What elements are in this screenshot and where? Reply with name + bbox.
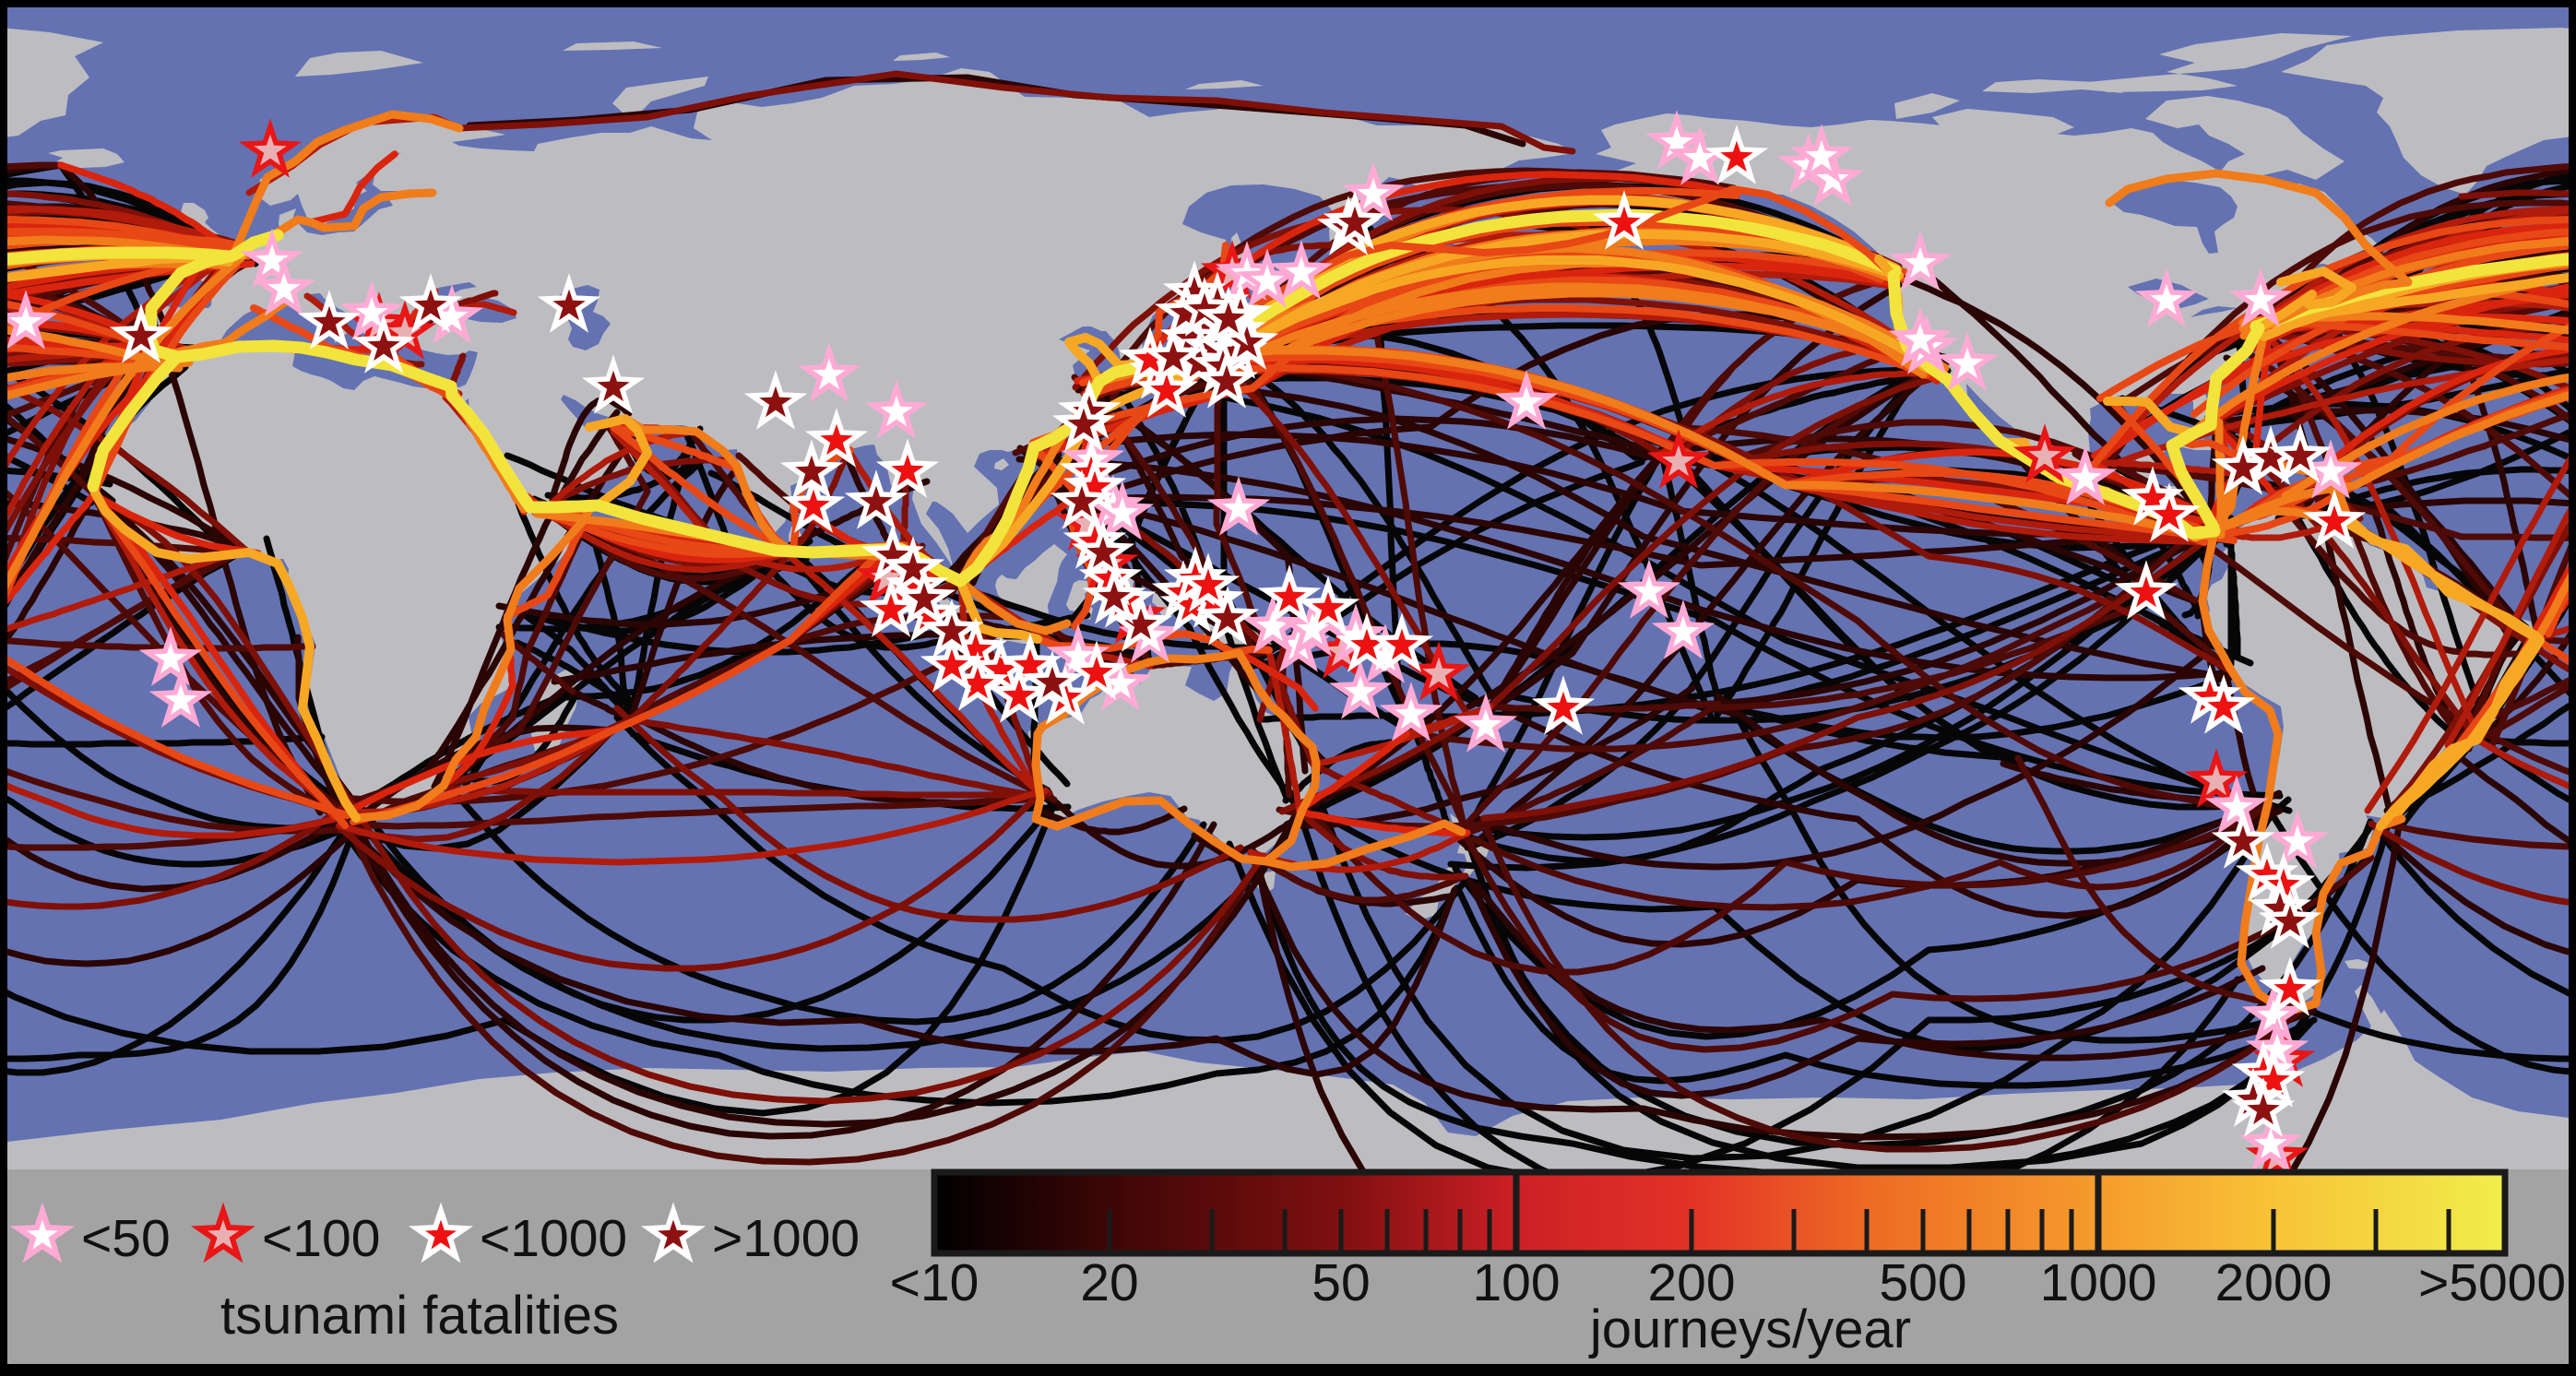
svg-text:tsunami fatalities: tsunami fatalities: [220, 1286, 619, 1346]
svg-text:20: 20: [1080, 1253, 1138, 1312]
svg-text:<100: <100: [262, 1209, 380, 1268]
svg-text:2000: 2000: [2215, 1253, 2333, 1312]
svg-text:journeys/year: journeys/year: [1588, 1299, 1911, 1359]
svg-text:100: 100: [1472, 1253, 1560, 1312]
svg-text:<1000: <1000: [480, 1209, 627, 1268]
svg-text:<10: <10: [890, 1253, 979, 1312]
svg-text:>1000: >1000: [712, 1209, 860, 1268]
svg-text:<50: <50: [81, 1209, 171, 1268]
svg-text:50: 50: [1312, 1253, 1370, 1312]
svg-text:1000: 1000: [2040, 1253, 2157, 1312]
svg-text:500: 500: [1879, 1253, 1966, 1312]
svg-text:200: 200: [1647, 1253, 1735, 1312]
svg-text:>5000: >5000: [2418, 1253, 2566, 1312]
